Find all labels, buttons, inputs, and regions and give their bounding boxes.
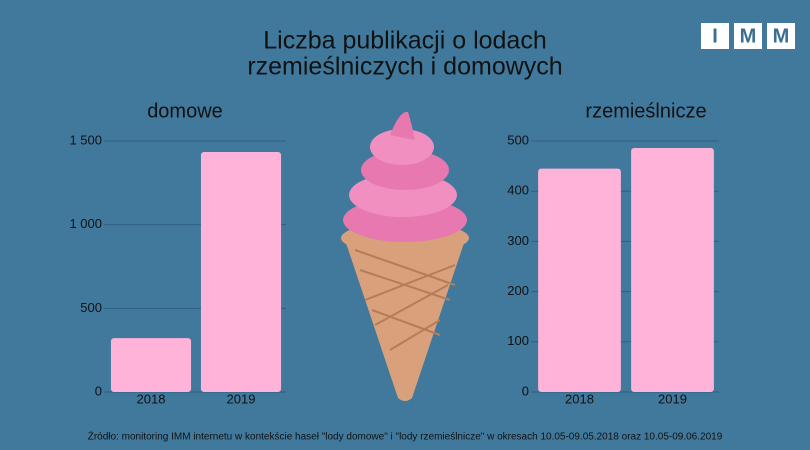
y-tick-label: 0 [95, 383, 102, 398]
logo-box [767, 23, 795, 49]
bar [110, 338, 192, 392]
y-tick-label: 400 [507, 183, 529, 198]
ice-cream [341, 111, 469, 401]
title-line: Liczba publikacji o lodach [263, 27, 547, 55]
x-tick-label: 2018 [137, 391, 166, 406]
logo-box [701, 23, 729, 49]
swirl-tip [390, 111, 415, 140]
cone-pattern [354, 249, 456, 351]
cone [345, 240, 465, 401]
x-tick-label: 2018 [565, 391, 594, 406]
y-tick-label: 0 [522, 383, 529, 398]
bar [631, 148, 714, 392]
chart-title: rzemieślnicze [585, 100, 706, 122]
y-tick-label: 200 [507, 283, 529, 298]
source: Źródło: monitoring IMM internetu w konte… [88, 430, 723, 443]
title-line: rzemieślniczych i domowych [247, 53, 562, 81]
y-tick-label: 1 500 [69, 132, 102, 147]
x-tick-label: 2019 [658, 391, 687, 406]
y-tick-label: 300 [507, 233, 529, 248]
y-tick-label: 100 [507, 333, 529, 348]
bar [200, 152, 282, 392]
x-tick-label: 2019 [227, 391, 256, 406]
bar [538, 168, 621, 392]
logo-letter: M [773, 25, 790, 47]
swirl [370, 129, 434, 165]
y-tick-label: 500 [80, 300, 102, 315]
logo-letter: I [712, 25, 718, 47]
logo-letter: M [740, 25, 757, 47]
y-tick-label: 1 000 [69, 216, 102, 231]
chart-title: domowe [147, 100, 223, 122]
logo-box [734, 23, 762, 49]
y-tick-label: 500 [507, 132, 529, 147]
logo: I M M [701, 23, 795, 49]
